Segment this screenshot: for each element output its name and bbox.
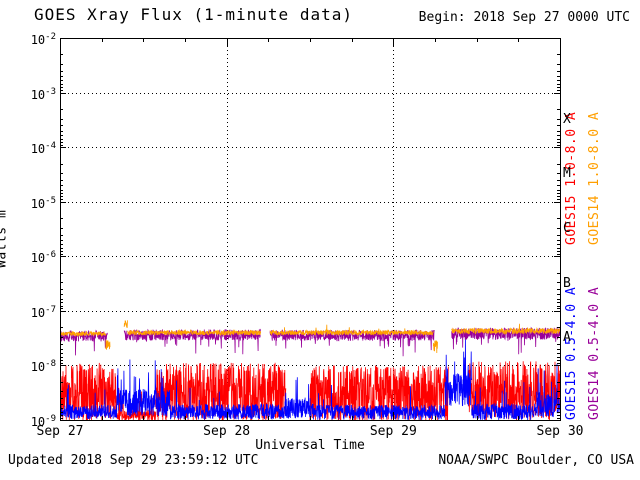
x-tick-label: Sep 27	[36, 424, 84, 439]
flare-class-label: C	[563, 221, 571, 236]
series-goes14-1-0-8-0-a	[127, 328, 262, 337]
chart-title: GOES Xray Flux (1-minute data)	[34, 5, 353, 24]
y-tick-label: 10-5	[30, 195, 56, 211]
series-goes15-0-5-4-0-a	[284, 377, 314, 419]
series-goes15-0-5-4-0-a	[471, 380, 538, 420]
y-tick-label: 10-8	[30, 359, 56, 375]
x-tick-label: Sep 30	[536, 424, 584, 439]
x-axis-title: Universal Time	[255, 438, 365, 453]
series-goes15-0-5-4-0-a	[444, 338, 473, 407]
y-tick-label: 10-6	[30, 250, 56, 266]
flare-class-label: X	[563, 111, 571, 127]
series-goes15-1-0-8-0-a	[155, 362, 287, 420]
series-goes14-1-0-8-0-a	[269, 324, 434, 337]
legend-goes14-long: GOES14 1.0-8.0 A	[587, 111, 602, 245]
series-goes15-0-5-4-0-a	[116, 359, 171, 417]
series-goes14-1-0-8-0-a	[432, 340, 438, 354]
legend-goes15-short: GOES15 0.5-4.0 A	[564, 286, 579, 420]
flare-class-label: B	[563, 275, 571, 291]
begin-timestamp: Begin: 2018 Sep 27 0000 UTC	[418, 10, 630, 25]
y-tick-label: 10-2	[30, 32, 56, 47]
y-tick-label: 10-4	[30, 141, 56, 157]
series-goes15-0-5-4-0-a	[60, 384, 118, 419]
series-goes15-0-5-4-0-a	[536, 363, 560, 419]
y-axis-title-text: Watts m	[0, 210, 10, 268]
series-goes14-0-5-4-0-a	[123, 328, 261, 355]
y-axis-title: Watts m-2	[0, 197, 10, 268]
y-tick-label: 10-9	[30, 414, 56, 429]
series-goes15-0-5-4-0-a	[312, 384, 446, 420]
y-axis-title-exponent: -2	[0, 197, 3, 210]
flare-class-label: A	[563, 330, 571, 346]
series-goes14-1-0-8-0-a	[105, 339, 111, 350]
y-tick-label: 10-7	[30, 304, 56, 320]
series-goes14-0-5-4-0-a	[60, 329, 108, 356]
series-goes14-1-0-8-0-a	[123, 320, 128, 328]
x-tick-label: Sep 28	[203, 424, 251, 439]
updated-timestamp: Updated 2018 Sep 29 23:59:12 UTC	[8, 453, 259, 468]
series-goes15-1-0-8-0-a	[309, 365, 449, 420]
series-goes14-1-0-8-0-a	[451, 323, 560, 336]
legend-goes14-short: GOES14 0.5-4.0 A	[587, 286, 602, 420]
x-tick-label: Sep 29	[369, 424, 417, 439]
series-goes15-1-0-8-0-a	[467, 361, 560, 420]
noaa-swpc-credit: NOAA/SWPC Boulder, CO USA	[438, 453, 634, 468]
y-tick-label: 10-3	[30, 86, 56, 102]
flare-class-label: M	[563, 166, 571, 182]
series-goes14-1-0-8-0-a	[60, 330, 107, 338]
